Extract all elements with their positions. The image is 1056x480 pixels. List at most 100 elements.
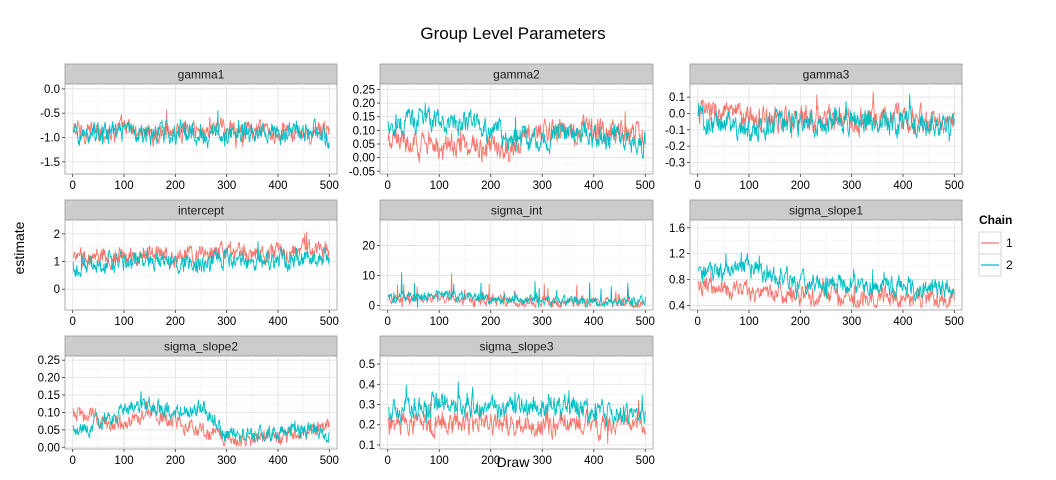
y-tick-label: 0.25 (353, 84, 375, 96)
x-tick-label: 400 (893, 180, 912, 192)
x-tick-label: 200 (481, 316, 500, 328)
y-axis-title: estimate (11, 221, 27, 274)
y-tick-label: 2 (54, 229, 60, 241)
y-tick-label: 0.00 (353, 153, 375, 165)
x-tick-label: 300 (533, 180, 552, 192)
trace-lines (72, 109, 330, 150)
facet-strip-label: gamma2 (493, 68, 540, 82)
x-tick-label: 500 (945, 180, 964, 192)
facet-strip-label: sigma_slope1 (789, 204, 863, 218)
x-tick-label: 200 (166, 316, 185, 328)
y-tick-label: -1.5 (40, 157, 60, 169)
x-tick-label: 0 (385, 316, 391, 328)
gridlines (65, 220, 337, 310)
trace-lines (697, 252, 955, 308)
facet-strip-label: sigma_slope2 (164, 340, 238, 354)
x-tick-label: 400 (268, 455, 287, 467)
facet-panel-sigma_slope1: sigma_slope1 1.6 1.2 0.8 0.4 0 100 200 300 400 500 (669, 199, 964, 328)
x-tick-label: 500 (945, 316, 964, 328)
x-tick-label: 400 (268, 180, 287, 192)
x-tick-label: 200 (166, 455, 185, 467)
y-tick-label: 10 (362, 271, 375, 283)
facet-strip-label: gamma1 (178, 68, 225, 82)
x-tick-label: 300 (217, 455, 236, 467)
x-tick-label: 100 (430, 316, 449, 328)
trace-chain-2 (387, 271, 646, 308)
x-tick-label: 500 (636, 180, 655, 192)
x-tick-label: 200 (166, 180, 185, 192)
x-tick-label: 100 (114, 180, 133, 192)
x-tick-label: 100 (430, 455, 449, 467)
y-tick-label: 0.1 (669, 92, 685, 104)
trace-lines (72, 231, 330, 278)
x-tick-label: 200 (481, 455, 500, 467)
x-tick-label: 300 (217, 180, 236, 192)
x-tick-label: 400 (584, 455, 603, 467)
x-tick-label: 200 (791, 316, 810, 328)
x-tick-label: 0 (69, 316, 75, 328)
y-tick-label: 0 (369, 301, 375, 313)
y-tick-label: 0.15 (38, 390, 60, 402)
x-tick-label: 400 (268, 316, 287, 328)
facet-panel-sigma_slope2: sigma_slope2 0.25 0.20 0.15 0.10 0.05 0.00 0 100… (38, 335, 339, 467)
y-tick-label: 0.10 (38, 407, 60, 419)
facet-strip-label: sigma_int (491, 204, 543, 218)
x-tick-label: 500 (636, 316, 655, 328)
facet-panel-gamma2: gamma2 0.25 0.20 0.150.10 0.05 0.00-0.05 0 100 2… (349, 63, 655, 192)
y-tick-label: 0.0 (669, 108, 685, 120)
y-tick-label: -0.2 (665, 141, 685, 153)
x-tick-label: 100 (114, 455, 133, 467)
x-tick-label: 0 (69, 180, 75, 192)
x-tick-label: 300 (533, 316, 552, 328)
trace-chain-1 (387, 399, 646, 444)
x-tick-label: 300 (217, 316, 236, 328)
trace-chain-2 (72, 110, 330, 150)
trace-chain-1 (72, 400, 330, 447)
trace-chain-2 (387, 102, 646, 159)
x-tick-label: 0 (385, 455, 391, 467)
x-tick-label: 400 (584, 180, 603, 192)
y-tick-label: 0.2 (359, 420, 375, 432)
y-tick-label: 0.25 (38, 355, 60, 367)
gridlines (690, 84, 962, 174)
y-tick-label: 0.20 (38, 373, 60, 385)
y-tick-label: 0.0 (44, 84, 60, 96)
y-tick-label: 0.8 (669, 275, 685, 287)
legend-items: 12 (978, 231, 1013, 277)
y-tick-label: 0.3 (359, 400, 375, 412)
y-tick-label: 0 (54, 284, 60, 296)
y-tick-label: 0.05 (38, 425, 60, 437)
x-tick-label: 300 (842, 180, 861, 192)
y-tick-label: 0.00 (38, 442, 60, 454)
y-tick-label: 0.20 (353, 98, 375, 110)
trace-lines (387, 102, 646, 164)
chain-legend: Chain 12 (978, 213, 1013, 277)
x-tick-label: 100 (430, 180, 449, 192)
facet-strip-label: sigma_slope3 (479, 340, 553, 354)
x-tick-label: 400 (893, 316, 912, 328)
x-tick-label: 100 (114, 316, 133, 328)
facet-strip-label: gamma3 (803, 68, 850, 82)
y-tick-label: 0.5 (359, 359, 375, 371)
y-tick-label: 0.10 (353, 125, 375, 137)
y-tick-label: -0.5 (40, 108, 60, 120)
y-tick-label: 0.1 (359, 440, 375, 452)
trace-chain-2 (697, 93, 955, 143)
x-tick-label: 500 (636, 455, 655, 467)
facet-panel-gamma1: gamma1 0.0 -0.5 -1.0 -1.5 0 100 200 300 400 500 (40, 63, 339, 192)
x-tick-label: 500 (320, 316, 339, 328)
trace-chain-2 (388, 381, 646, 427)
x-tick-label: 300 (533, 455, 552, 467)
y-tick-label: 1.6 (669, 223, 685, 235)
x-tick-label: 200 (481, 180, 500, 192)
trace-lines (387, 381, 646, 444)
y-tick-label: -1.0 (40, 133, 60, 145)
legend-label: 2 (1006, 258, 1013, 272)
y-tick-label: -0.05 (349, 166, 375, 178)
x-tick-label: 0 (69, 455, 75, 467)
trace-lines (697, 91, 955, 143)
facet-strip-label: intercept (178, 204, 225, 218)
